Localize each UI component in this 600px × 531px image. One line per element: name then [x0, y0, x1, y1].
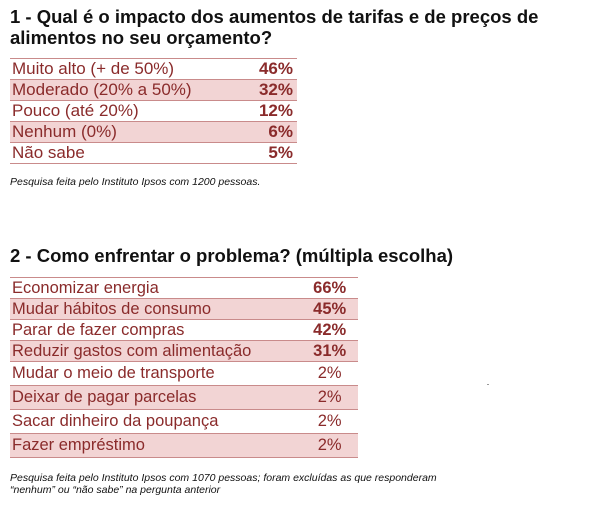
question-1-results-table: Muito alto (+ de 50%) 46% Moderado (20% … — [10, 58, 297, 164]
question-1-title: 1 - Qual é o impacto dos aumentos de tar… — [10, 6, 539, 48]
table-row: Economizar energia 66% — [10, 277, 358, 299]
answer-percent: 46% — [240, 58, 297, 80]
answer-percent: 32% — [240, 79, 297, 101]
answer-percent: 2% — [299, 361, 358, 386]
answer-percent: 5% — [240, 142, 297, 164]
answer-percent: 2% — [299, 433, 358, 458]
answer-label: Fazer empréstimo — [10, 433, 300, 458]
answer-label: Mudar hábitos de consumo — [10, 298, 300, 320]
answer-label: Parar de fazer compras — [10, 319, 300, 341]
question-2-source-note: Pesquisa feita pelo Instituto Ipsos com … — [10, 472, 530, 496]
answer-label: Economizar energia — [10, 277, 300, 299]
table-row: Não sabe 5% — [10, 142, 297, 164]
table-row: Mudar hábitos de consumo 45% — [10, 298, 358, 320]
stray-dot — [487, 384, 489, 385]
table-row: Deixar de pagar parcelas 2% — [10, 385, 358, 410]
answer-percent: 31% — [299, 340, 358, 362]
answer-label: Moderado (20% a 50%) — [10, 79, 241, 101]
table-row: Nenhum (0%) 6% — [10, 121, 297, 143]
question-2-title: 2 - Como enfrentar o problema? (múltipla… — [10, 245, 454, 266]
answer-percent: 12% — [240, 100, 297, 122]
answer-percent: 45% — [299, 298, 358, 320]
table-row: Fazer empréstimo 2% — [10, 433, 358, 458]
answer-percent: 2% — [299, 385, 358, 410]
answer-label: Deixar de pagar parcelas — [10, 385, 300, 410]
table-row: Mudar o meio de transporte 2% — [10, 361, 358, 386]
answer-percent: 66% — [299, 277, 358, 299]
table-row: Parar de fazer compras 42% — [10, 319, 358, 341]
answer-label: Pouco (até 20%) — [10, 100, 241, 122]
source-note-line-2: “nenhum” ou “não sabe” na pergunta anter… — [10, 484, 221, 496]
answer-percent: 2% — [299, 409, 358, 434]
question-2-results-table: Economizar energia 66% Mudar hábitos de … — [10, 277, 358, 458]
table-row: Moderado (20% a 50%) 32% — [10, 79, 297, 101]
source-note-line-1: Pesquisa feita pelo Instituto Ipsos com … — [10, 472, 437, 484]
answer-percent: 42% — [299, 319, 358, 341]
table-row: Sacar dinheiro da poupança 2% — [10, 409, 358, 434]
answer-label: Mudar o meio de transporte — [10, 361, 300, 386]
table-row: Reduzir gastos com alimentação 31% — [10, 340, 358, 362]
answer-percent: 6% — [240, 121, 297, 143]
question-1-source-note: Pesquisa feita pelo Instituto Ipsos com … — [10, 176, 261, 188]
table-row: Muito alto (+ de 50%) 46% — [10, 58, 297, 80]
answer-label: Nenhum (0%) — [10, 121, 241, 143]
answer-label: Muito alto (+ de 50%) — [10, 58, 241, 80]
answer-label: Reduzir gastos com alimentação — [10, 340, 300, 362]
answer-label: Não sabe — [10, 142, 241, 164]
table-row: Pouco (até 20%) 12% — [10, 100, 297, 122]
answer-label: Sacar dinheiro da poupança — [10, 409, 300, 434]
